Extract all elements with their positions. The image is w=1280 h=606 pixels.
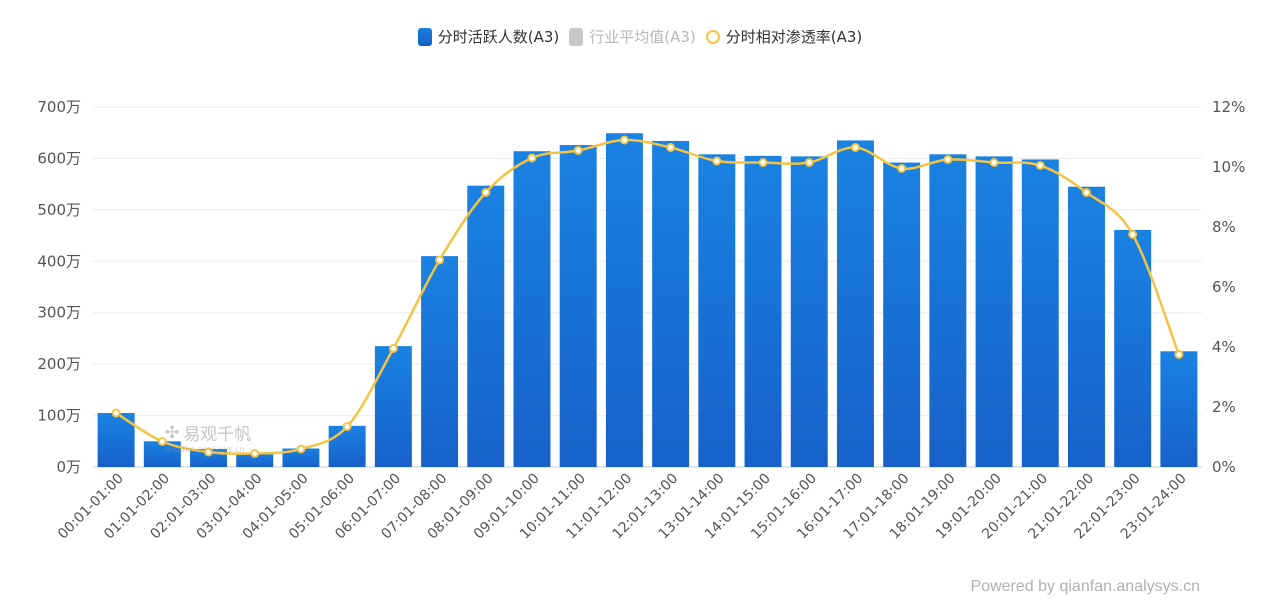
- bar[interactable]: [605, 133, 643, 467]
- line-point[interactable]: [481, 188, 491, 197]
- right-axis-tick-label: 10%: [1212, 158, 1245, 176]
- left-axis-tick-label: 600万: [37, 149, 81, 167]
- line-point[interactable]: [342, 422, 352, 431]
- legend-item-industry-average[interactable]: 行业平均值(A3): [569, 26, 696, 47]
- line-point[interactable]: [388, 344, 398, 353]
- legend-item-active-users[interactable]: 分时活跃人数(A3): [417, 26, 560, 47]
- line-point[interactable]: [712, 156, 722, 166]
- left-axis-tick-label: 300万: [37, 304, 81, 322]
- legend-item-penetration[interactable]: 分时相对渗透率(A3): [705, 26, 863, 47]
- line-point[interactable]: [1081, 188, 1091, 197]
- left-axis-tick-label: 500万: [37, 201, 81, 219]
- bar[interactable]: [467, 185, 505, 467]
- left-axis-tick-label: 200万: [37, 355, 81, 373]
- line-point[interactable]: [666, 143, 676, 152]
- bar[interactable]: [1021, 159, 1059, 467]
- line-point[interactable]: [897, 164, 907, 173]
- bar[interactable]: [1114, 229, 1152, 467]
- legend-label-active-users: 分时活跃人数(A3): [437, 28, 560, 46]
- line-point[interactable]: [527, 153, 537, 163]
- right-axis-tick-label: 6%: [1212, 278, 1236, 296]
- line-point[interactable]: [758, 158, 768, 167]
- bar[interactable]: [236, 452, 274, 467]
- bar[interactable]: [282, 448, 320, 467]
- legend: 分时活跃人数(A3) 行业平均值(A3) 分时相对渗透率(A3): [0, 26, 1280, 47]
- right-axis-tick-label: 2%: [1212, 398, 1236, 416]
- legend-gray-swatch-icon: [569, 27, 584, 46]
- legend-line-swatch-icon: [705, 29, 720, 44]
- bar[interactable]: [1160, 351, 1198, 467]
- line-point[interactable]: [1128, 230, 1138, 239]
- line-point[interactable]: [157, 437, 167, 446]
- bar[interactable]: [421, 256, 459, 467]
- left-axis-tick-label: 0万: [56, 458, 81, 476]
- left-axis-tick-label: 100万: [37, 407, 81, 425]
- line-point[interactable]: [804, 158, 814, 167]
- line-point[interactable]: [250, 449, 260, 458]
- bar[interactable]: [744, 155, 782, 467]
- right-axis-tick-label: 12%: [1212, 98, 1245, 116]
- bar[interactable]: [836, 140, 874, 467]
- watermark: ✣ 易观千帆: [165, 420, 252, 446]
- line-point[interactable]: [1174, 350, 1184, 359]
- right-axis-tick-label: 8%: [1212, 218, 1236, 236]
- left-axis-tick-label: 400万: [37, 252, 81, 270]
- right-axis-tick-label: 4%: [1212, 338, 1236, 356]
- watermark-text: 易观千帆: [183, 425, 252, 445]
- right-axis-tick-label: 0%: [1212, 458, 1236, 476]
- line-point[interactable]: [296, 444, 306, 454]
- line-point[interactable]: [204, 447, 214, 457]
- line-point[interactable]: [111, 408, 121, 418]
- bar[interactable]: [790, 156, 828, 467]
- legend-label-penetration: 分时相对渗透率(A3): [725, 28, 863, 46]
- bar[interactable]: [883, 162, 921, 468]
- left-axis-tick-label: 700万: [37, 98, 81, 116]
- bar[interactable]: [929, 154, 967, 468]
- watermark-subtext: qianfan.analysys.cn: [165, 445, 245, 454]
- line-point[interactable]: [943, 155, 953, 164]
- line-point[interactable]: [573, 146, 583, 155]
- bar[interactable]: [698, 154, 736, 468]
- line-point[interactable]: [1035, 161, 1045, 170]
- line-point[interactable]: [435, 255, 445, 265]
- bar[interactable]: [559, 145, 597, 468]
- watermark-logo-icon: ✣: [165, 422, 180, 443]
- line-point[interactable]: [850, 143, 860, 152]
- line-point[interactable]: [619, 135, 629, 145]
- bar[interactable]: [513, 151, 551, 467]
- bar[interactable]: [975, 156, 1013, 467]
- bar[interactable]: [652, 140, 690, 467]
- legend-label-industry-average: 行业平均值(A3): [589, 28, 696, 46]
- bar[interactable]: [374, 346, 412, 467]
- legend-bar-swatch-icon: [417, 27, 432, 46]
- bar[interactable]: [328, 425, 366, 467]
- line-point[interactable]: [989, 158, 999, 167]
- powered-by-footer[interactable]: Powered by qianfan.analysys.cn: [970, 578, 1200, 595]
- penetration-line: [115, 138, 1181, 456]
- bar[interactable]: [1067, 186, 1105, 467]
